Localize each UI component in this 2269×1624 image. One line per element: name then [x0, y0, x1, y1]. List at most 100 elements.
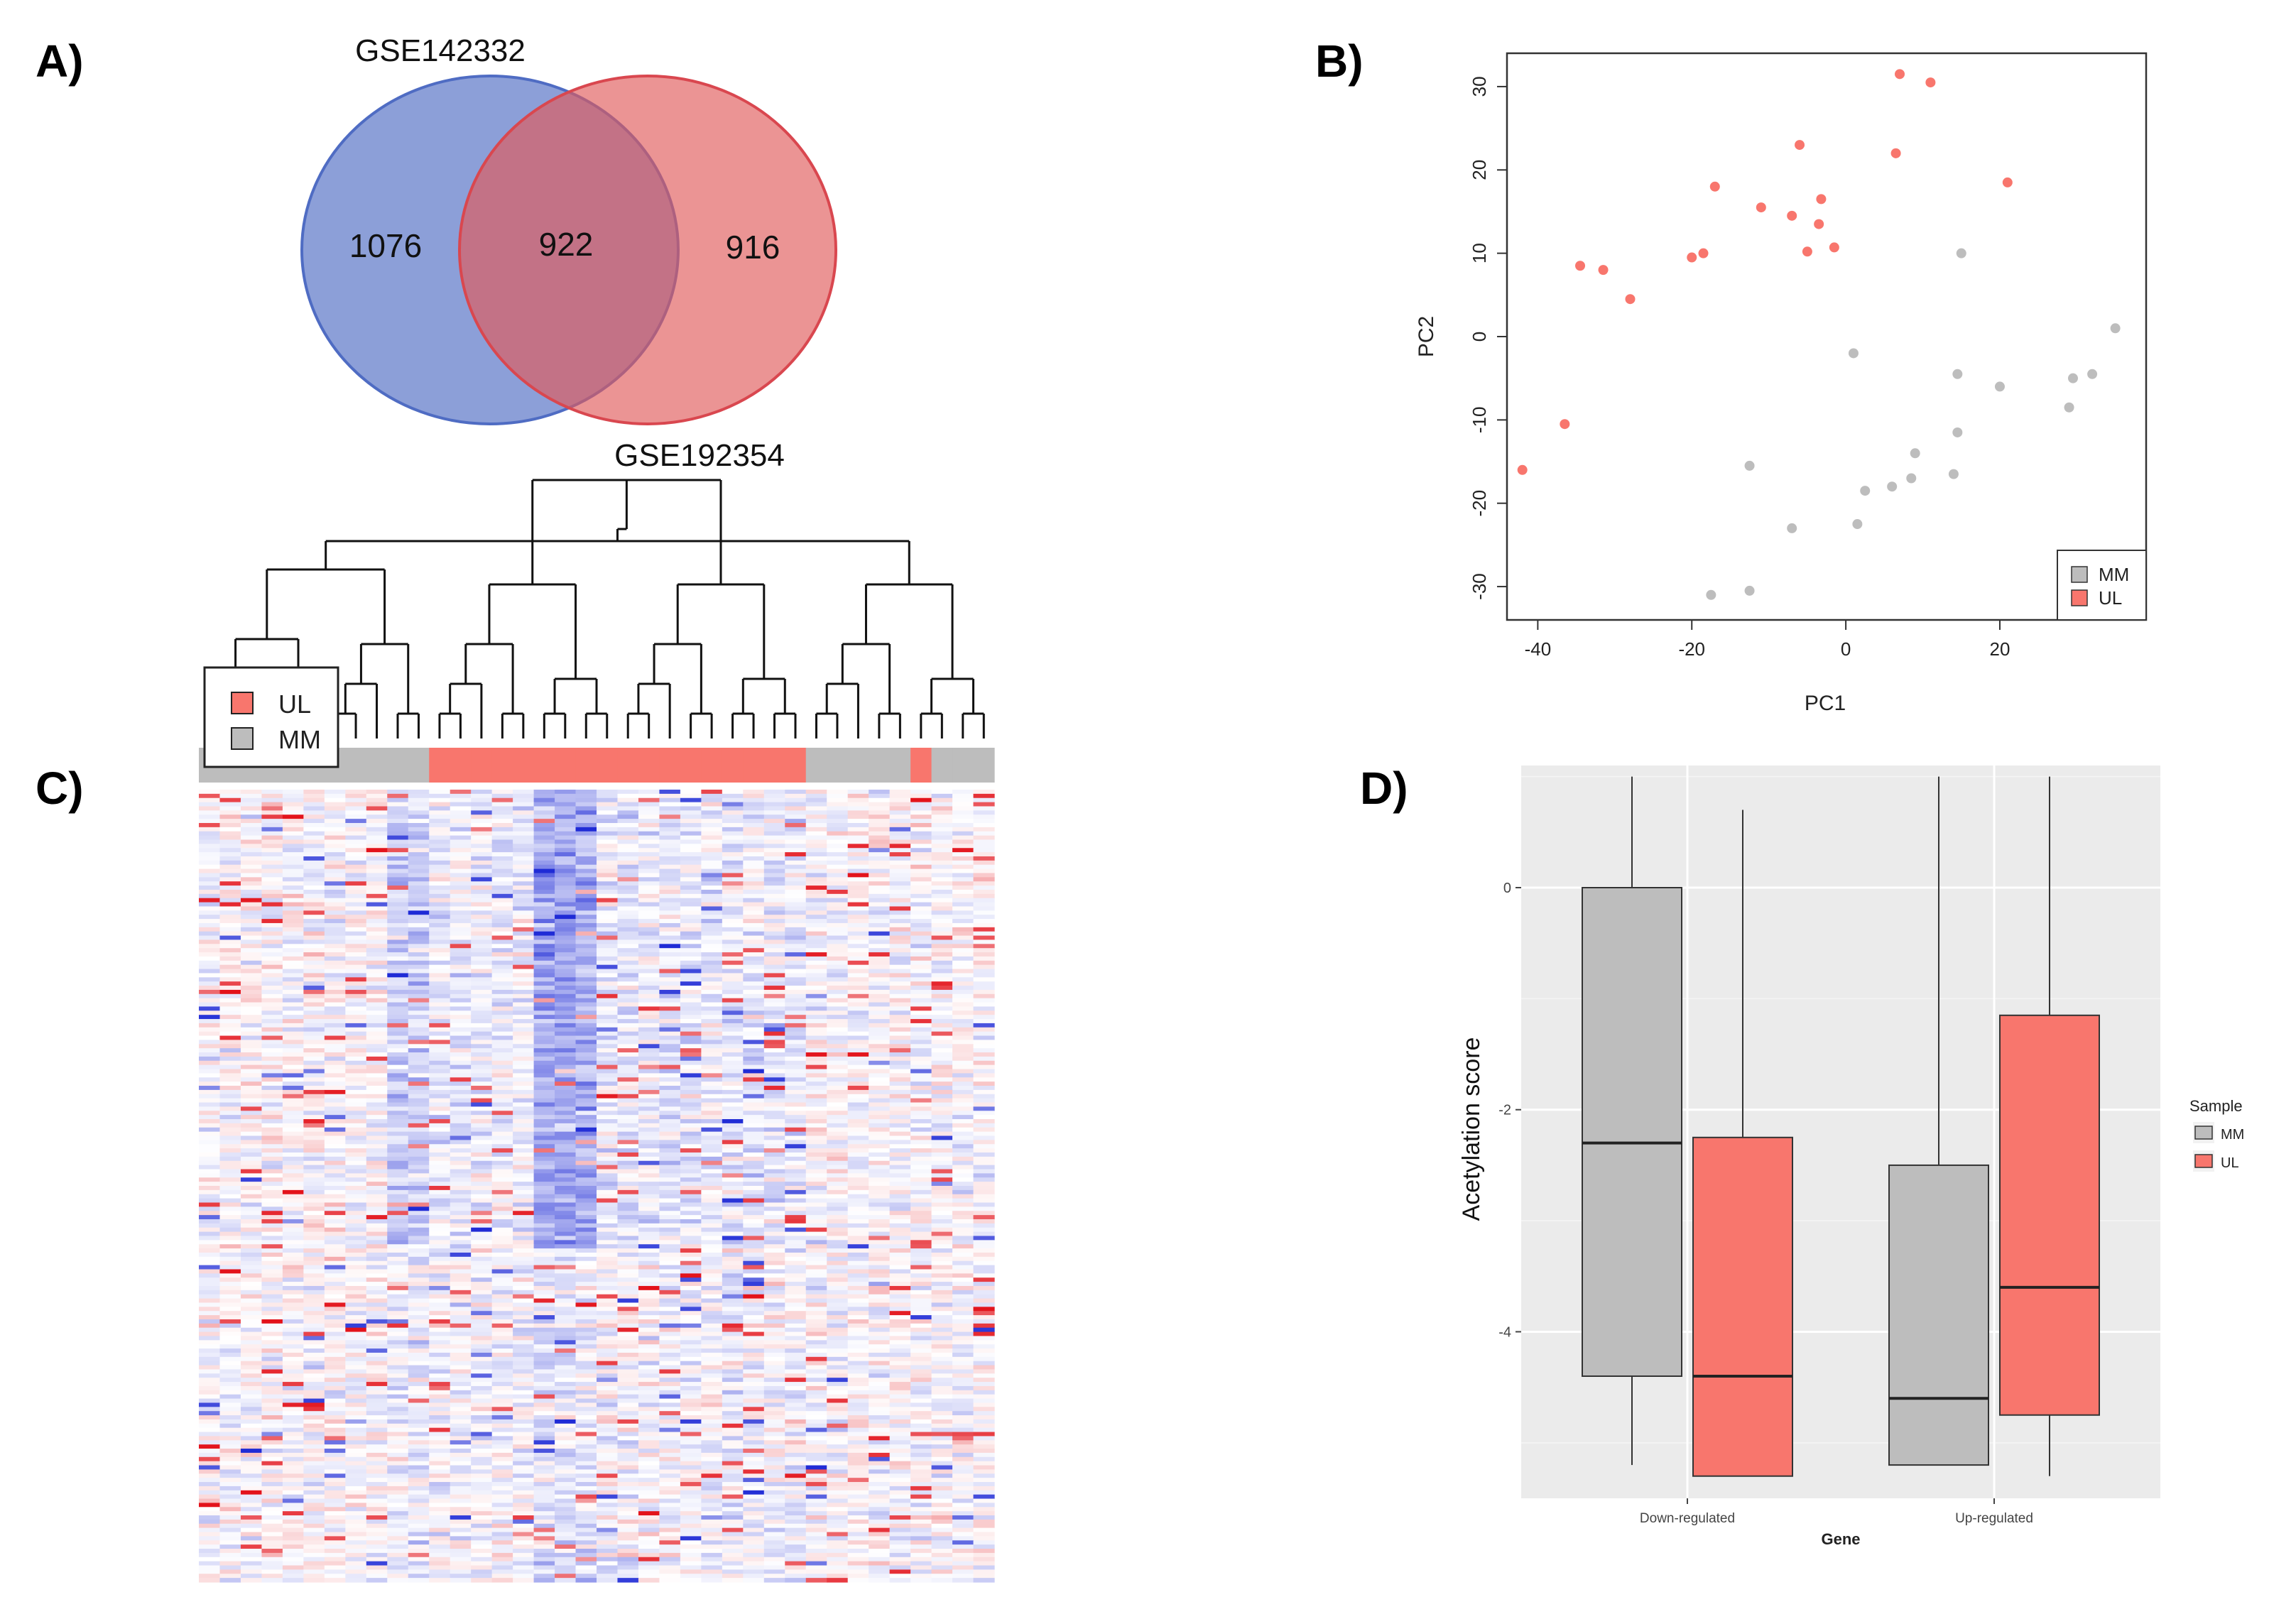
heatmap-cell: [345, 960, 367, 966]
heatmap-cell: [555, 848, 577, 853]
heatmap-cell: [952, 877, 974, 882]
heatmap-cell: [199, 927, 221, 932]
heatmap-cell: [659, 1069, 681, 1074]
heatmap-cell: [450, 1052, 472, 1057]
heatmap-cell: [889, 831, 911, 836]
heatmap-cell: [471, 1307, 493, 1312]
heatmap-cell: [471, 1298, 493, 1304]
heatmap-cell: [617, 848, 639, 853]
heatmap-cell: [827, 1248, 849, 1253]
heatmap-cell: [973, 1056, 995, 1062]
heatmap-cell: [743, 831, 765, 836]
heatmap-cell: [282, 1119, 304, 1124]
heatmap-cell: [575, 1156, 597, 1162]
heatmap-cell: [240, 1123, 263, 1128]
heatmap-cell: [680, 1094, 702, 1099]
venn-label-gse142332: GSE142332: [355, 33, 526, 68]
heatmap-cell: [491, 1127, 513, 1133]
heatmap-cell: [555, 885, 577, 890]
heatmap-cell: [617, 885, 639, 890]
heatmap-cell: [491, 1148, 513, 1153]
heatmap-cell: [555, 1069, 577, 1074]
heatmap-cell: [805, 793, 827, 799]
heatmap-cell: [303, 1269, 325, 1274]
heatmap-cell: [199, 1194, 221, 1199]
heatmap-cell: [597, 964, 619, 970]
heatmap-cell: [680, 1198, 702, 1204]
heatmap-cell: [471, 1044, 493, 1049]
heatmap-cell: [261, 1106, 283, 1111]
heatmap-cell: [345, 1186, 367, 1191]
heatmap-cell: [617, 1002, 639, 1008]
heatmap-cell: [450, 1031, 472, 1037]
heatmap-cell: [471, 948, 493, 953]
heatmap-cell: [219, 1089, 241, 1095]
heatmap-cell: [931, 964, 953, 970]
heatmap-cell: [303, 1211, 325, 1216]
heatmap-cell: [722, 910, 744, 915]
heatmap-cell: [785, 1169, 807, 1174]
heatmap-cell: [345, 964, 367, 970]
heatmap-cell: [491, 827, 513, 832]
heatmap-cell: [366, 919, 388, 924]
heatmap-cell: [324, 1010, 346, 1015]
annotation-cell-ul: [722, 748, 744, 783]
heatmap-cell: [659, 1019, 681, 1024]
heatmap-cell: [282, 1298, 304, 1304]
heatmap-cell: [491, 964, 513, 970]
heatmap-cell: [261, 1135, 283, 1140]
heatmap-cell: [282, 1236, 304, 1241]
heatmap-cell: [722, 1269, 744, 1274]
heatmap-cell: [785, 948, 807, 953]
heatmap-cell: [240, 1298, 263, 1304]
heatmap-cell: [680, 1069, 702, 1074]
heatmap-cell: [869, 1223, 891, 1228]
heatmap-cell: [345, 1010, 367, 1015]
heatmap-cell: [827, 848, 849, 853]
heatmap-cell: [931, 1186, 953, 1191]
heatmap-cell: [303, 1119, 325, 1124]
heatmap-cell: [408, 1169, 430, 1174]
heatmap-cell: [827, 881, 849, 886]
heatmap-cell: [805, 1219, 827, 1224]
heatmap-cell: [282, 1307, 304, 1312]
heatmap-cell: [743, 1056, 765, 1062]
heatmap-cell: [638, 881, 660, 886]
heatmap-cell: [324, 915, 346, 920]
heatmap-cell: [366, 998, 388, 1003]
heatmap-cell: [471, 898, 493, 903]
heatmap-cell: [973, 1265, 995, 1270]
heatmap-cell: [617, 1048, 639, 1053]
heatmap-cell: [387, 1194, 409, 1199]
heatmap-cell: [324, 898, 346, 903]
heatmap-cell: [429, 790, 451, 795]
heatmap-cell: [743, 1231, 765, 1237]
heatmap-cell: [219, 1298, 241, 1304]
heatmap-cell: [408, 1131, 430, 1137]
heatmap-cell: [743, 948, 765, 953]
heatmap-cell: [199, 948, 221, 953]
heatmap-cell: [387, 1056, 409, 1062]
heatmap-cell: [763, 1285, 785, 1291]
heatmap-cell: [471, 1040, 493, 1045]
heatmap-cell: [869, 1169, 891, 1174]
heatmap-cell: [491, 1219, 513, 1224]
heatmap-cell: [261, 802, 283, 807]
heatmap-cell: [617, 1064, 639, 1070]
heatmap-cell: [282, 1006, 304, 1011]
heatmap-cell: [471, 1102, 493, 1107]
heatmap-cell: [408, 927, 430, 932]
heatmap-cell: [513, 1060, 535, 1066]
heatmap-cell: [345, 1277, 367, 1282]
heatmap-cell: [847, 998, 869, 1003]
heatmap-cell: [240, 877, 263, 882]
heatmap-cell: [575, 922, 597, 928]
heatmap-cell: [910, 1194, 932, 1199]
heatmap-cell: [805, 986, 827, 991]
heatmap-cell: [973, 1256, 995, 1262]
heatmap-cell: [491, 981, 513, 986]
heatmap-cell: [387, 931, 409, 937]
heatmap-cell: [869, 1148, 891, 1153]
heatmap-cell: [303, 1044, 325, 1049]
heatmap-cell: [847, 993, 869, 999]
